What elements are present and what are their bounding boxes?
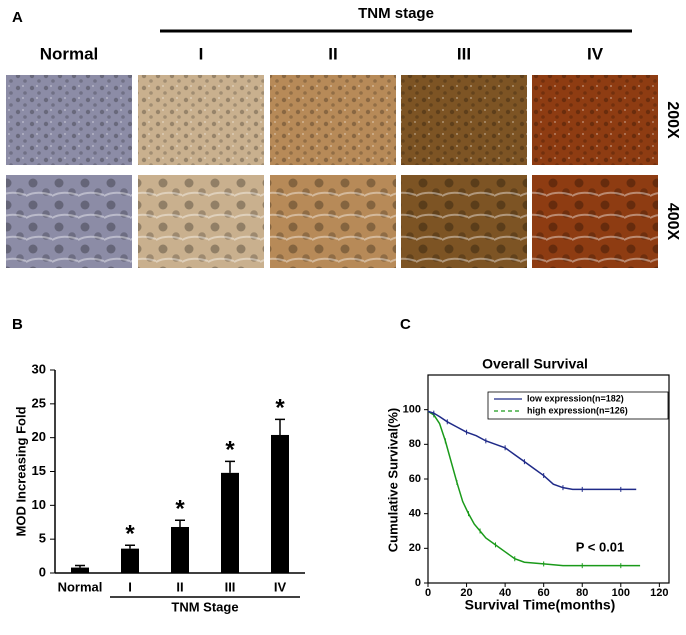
x-axis-label: Survival Time(months) <box>465 597 616 613</box>
micrograph-texture <box>138 75 264 165</box>
row-label: 400X <box>664 203 681 241</box>
y-tick-label: 60 <box>409 473 421 485</box>
x-tick-label: II <box>176 579 183 594</box>
chart-title: Overall Survival <box>482 356 588 372</box>
x-tick-label: 60 <box>538 587 550 599</box>
panel-label: C <box>400 316 411 333</box>
micrograph-texture <box>401 75 527 165</box>
bar <box>121 548 139 573</box>
column-label: I <box>199 44 204 63</box>
panel-label: A <box>12 9 23 26</box>
column-label: III <box>457 44 471 63</box>
micrograph-texture <box>532 75 658 165</box>
legend-box <box>487 391 669 420</box>
micrograph-texture <box>532 175 658 268</box>
micrograph-texture <box>138 175 264 268</box>
survival-chart: C Overall Survival 0 20 40 60 80 100 0 20 40 60 80 10… <box>385 316 670 613</box>
x-tick-label: 40 <box>499 587 511 599</box>
significance-mark: * <box>125 521 135 548</box>
group-title: TNM stage <box>358 5 434 22</box>
legend-label: low expression(n=182) <box>527 393 624 403</box>
y-tick-label: 5 <box>39 531 46 546</box>
x-tick-label: 20 <box>460 587 472 599</box>
y-tick-label: 40 <box>409 508 421 520</box>
x-tick-label: Normal <box>58 579 103 594</box>
y-tick-label: 20 <box>409 542 421 554</box>
error-bar <box>275 418 285 435</box>
micrograph-texture <box>401 175 527 268</box>
p-value: P < 0.01 <box>576 539 625 554</box>
row-label: 200X <box>664 101 681 139</box>
y-tick-label: 100 <box>403 404 421 416</box>
significance-mark: * <box>225 437 235 464</box>
y-tick-label: 30 <box>32 361 46 376</box>
x-tick-label: IV <box>274 579 287 594</box>
x-tick-label: 100 <box>612 587 630 599</box>
y-tick-label: 15 <box>32 463 46 478</box>
y-tick-label: 0 <box>39 564 46 579</box>
bar <box>271 434 289 573</box>
y-tick-label: 20 <box>32 429 46 444</box>
x-tick-label: I <box>128 579 132 594</box>
survival-curve <box>427 410 637 491</box>
y-axis-label: MOD Increasing Fold <box>13 406 28 536</box>
panel-label: B <box>12 316 23 333</box>
x-tick-label: 120 <box>650 587 668 599</box>
bar <box>171 526 189 573</box>
legend-label: high expression(n=126) <box>527 405 628 415</box>
y-tick-label: 80 <box>409 438 421 450</box>
significance-mark: * <box>275 395 285 422</box>
column-label: II <box>328 44 337 63</box>
x-tick-label: III <box>225 579 236 594</box>
error-bar <box>175 519 185 527</box>
micrograph-texture <box>6 175 132 268</box>
column-label: Normal <box>40 44 99 63</box>
error-bar <box>225 460 235 473</box>
x-tick-label: 0 <box>425 587 431 599</box>
y-tick-label: 10 <box>32 497 46 512</box>
y-axis-label: Cumulative Survival(%) <box>385 408 400 553</box>
micrograph-texture <box>270 75 396 165</box>
bar-chart: B 0 5 10 15 20 25 30 MOD Increasing Fold Normal I *… <box>12 316 305 614</box>
bar <box>221 472 239 573</box>
bar <box>71 567 89 573</box>
error-bar <box>125 544 135 549</box>
error-bar <box>75 564 85 568</box>
x-tick-label: 80 <box>576 587 588 599</box>
y-tick-label: 0 <box>415 577 421 589</box>
micrograph-texture <box>6 75 132 165</box>
x-axis-label: TNM Stage <box>171 599 238 614</box>
significance-mark: * <box>175 496 185 523</box>
y-tick-label: 25 <box>32 395 46 410</box>
micrograph-texture <box>270 175 396 268</box>
column-label: IV <box>587 44 604 63</box>
survival-curve <box>427 410 641 567</box>
